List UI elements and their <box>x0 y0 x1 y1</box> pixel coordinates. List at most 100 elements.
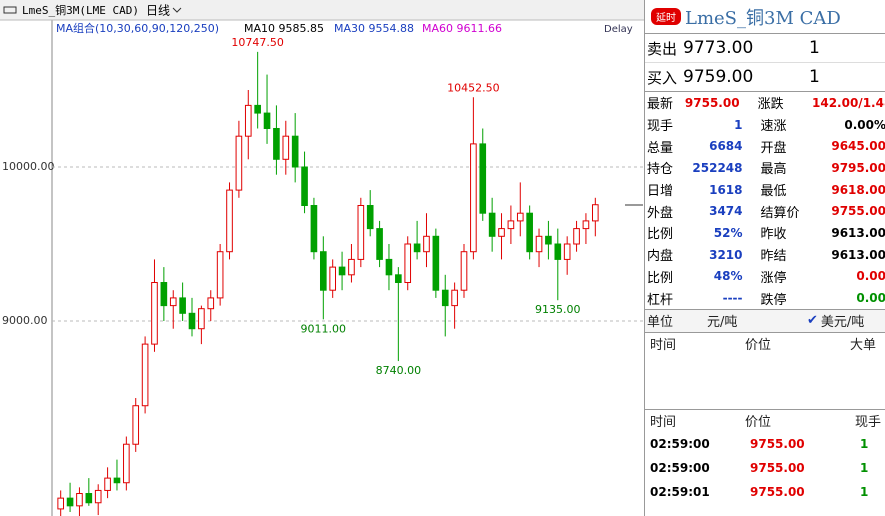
candle-body <box>169 297 177 307</box>
stat-row: 现手 1 速涨 0.00% <box>645 114 885 136</box>
candle-body <box>104 477 111 491</box>
symbol[interactable]: LmeS_铜3M(LME CAD) <box>22 3 139 17</box>
volume: 1 <box>809 38 820 58</box>
delay: Delay <box>604 24 633 35</box>
stat-row: 杠杆 ---- 跌停 0.00 <box>645 287 885 309</box>
candle-body <box>273 127 280 160</box>
value: 3474 <box>709 204 743 219</box>
col: 价位 <box>745 415 772 431</box>
candle-body <box>141 343 149 407</box>
price: 9773.00 <box>683 38 754 58</box>
volume: 1 <box>809 67 820 87</box>
menu-icon[interactable] <box>3 6 17 14</box>
ticks-header: 时间 价位 大单 <box>645 333 885 355</box>
candle-body <box>582 220 590 230</box>
candle-body <box>216 251 224 299</box>
col: 时间 <box>650 338 677 354</box>
dropdown-arrow <box>172 7 182 13</box>
y-tick-label: 10000.00 <box>2 160 55 173</box>
candle-body <box>479 143 487 214</box>
label: 最高 <box>760 162 787 178</box>
candle-body <box>451 289 458 307</box>
label: 昨收 <box>760 227 787 243</box>
price: 9755.00 <box>750 460 805 475</box>
ma-group[interactable]: MA组合(10,30,60,90,120,250) <box>56 21 219 35</box>
y-tick-label: 9000.00 <box>2 314 48 327</box>
label: 结算价 <box>760 205 800 221</box>
trades-header: 时间 价位 现手 <box>645 410 885 432</box>
candle-body <box>357 204 365 260</box>
candle-body <box>123 443 130 484</box>
candle-body <box>254 104 261 114</box>
trade-row: 02:59:01 9755.00 1 <box>645 480 885 504</box>
candle-body <box>132 405 140 445</box>
price: 9755.00 <box>750 436 805 451</box>
stat-row: 最新 9755.00 涨跌 142.00/1.48% <box>645 92 885 114</box>
candle-body <box>507 220 515 230</box>
check: ✔ <box>807 313 818 329</box>
candle-body <box>460 251 468 291</box>
trades: 02:59:00 9755.00 1 02:59:00 9755.00 1 02… <box>645 432 885 504</box>
label: 内盘 <box>647 249 674 265</box>
label: 单位 <box>647 315 674 331</box>
value: 9613.00 <box>831 225 885 240</box>
value: 48% <box>713 269 743 284</box>
candle-body <box>385 258 393 276</box>
value: 9613.00 <box>831 247 885 262</box>
price-annotation: 8740.00 <box>376 364 422 377</box>
stat-row: 外盘 3474 结算价 9755.00 <box>645 200 885 222</box>
candle-body <box>113 477 121 484</box>
candle-body <box>498 228 505 237</box>
candle-body <box>348 258 355 276</box>
value: 9645.00 <box>831 139 885 154</box>
price-annotation: 9011.00 <box>301 322 347 335</box>
label: 开盘 <box>760 140 787 156</box>
value: 9755.00 <box>684 95 740 110</box>
candle-body <box>263 112 271 129</box>
ticks-body <box>645 355 885 410</box>
ma30: MA30 9554.88 <box>334 22 414 35</box>
label: 总量 <box>647 140 674 156</box>
price: 9759.00 <box>683 67 754 87</box>
volume: 1 <box>860 484 869 499</box>
label: 比例 <box>647 227 674 243</box>
unit-usd[interactable]: 美元/吨 <box>820 315 865 331</box>
candle-body <box>319 251 327 291</box>
value: ---- <box>722 291 743 306</box>
stat-row: 比例 52% 昨收 9613.00 <box>645 222 885 244</box>
trade-row: 02:59:00 9755.00 1 <box>645 456 885 480</box>
label: 比例 <box>647 270 674 286</box>
value: 0.00 <box>856 269 885 284</box>
candle-body <box>338 266 346 276</box>
value: 9755.00 <box>831 204 885 219</box>
candle-body <box>188 312 196 330</box>
value: 9795.00 <box>831 160 885 175</box>
value: 52% <box>713 225 743 240</box>
label: 跌停 <box>760 292 787 308</box>
price-annotation: 10452.50 <box>447 81 500 94</box>
unit-row: 单位 元/吨 ✔ 美元/吨 <box>645 309 885 333</box>
unit-cny[interactable]: 元/吨 <box>707 315 738 331</box>
time: 02:59:00 <box>650 436 710 451</box>
candle-body <box>413 243 421 253</box>
label: 持仓 <box>647 162 674 178</box>
price: 9755.00 <box>750 484 805 499</box>
candle-body <box>301 166 308 206</box>
candle-body <box>535 235 543 253</box>
value: 252248 <box>692 160 743 175</box>
period[interactable]: 日线 <box>146 4 170 18</box>
candle-body <box>554 243 562 260</box>
col: 价位 <box>745 338 772 354</box>
candle-body <box>226 189 233 253</box>
stats: 最新 9755.00 涨跌 142.00/1.48% 现手 1 速涨 0.00%… <box>645 92 885 310</box>
sell-row: 卖出 9773.00 1 <box>645 34 885 63</box>
value: 1618 <box>709 182 743 197</box>
value: 1 <box>734 117 743 132</box>
candle-body <box>282 135 290 160</box>
price-annotation: 10747.50 <box>231 36 284 49</box>
trade-row: 02:59:00 9755.00 1 <box>645 432 885 456</box>
label: 昨结 <box>760 249 787 265</box>
candle-body <box>291 135 299 168</box>
candle-body <box>516 212 524 222</box>
candle-body <box>85 493 93 504</box>
